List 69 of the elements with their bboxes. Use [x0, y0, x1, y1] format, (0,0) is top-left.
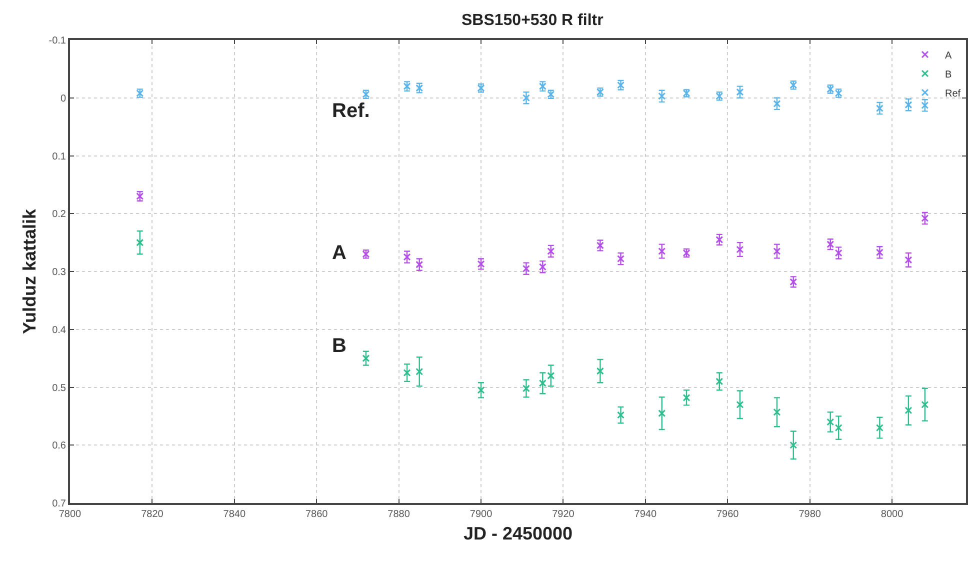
point	[736, 246, 744, 254]
point	[921, 400, 929, 408]
point	[658, 92, 666, 100]
point	[921, 214, 929, 222]
y-tick-label: 0	[60, 93, 66, 104]
point	[362, 354, 370, 362]
point	[617, 255, 624, 263]
x-axis-title: JD - 2450000	[463, 524, 573, 544]
point	[136, 238, 144, 246]
point	[547, 372, 555, 380]
point	[522, 264, 530, 272]
y-axis-title: Yulduz kattalik	[19, 208, 40, 334]
y-tick-label: 0.5	[52, 382, 66, 394]
x-tick-label: 7940	[634, 509, 657, 520]
point	[522, 384, 530, 392]
y-tick-label: -0.1	[48, 36, 66, 46]
point	[658, 247, 666, 255]
point	[416, 260, 424, 268]
point	[834, 424, 842, 432]
point	[904, 406, 912, 414]
point	[522, 94, 530, 102]
point	[876, 424, 884, 432]
point	[736, 88, 744, 96]
x-tick-label: 7920	[552, 509, 575, 520]
point	[617, 411, 624, 419]
y-tick-label: 0.2	[52, 209, 66, 220]
point	[773, 247, 781, 255]
point	[876, 248, 884, 256]
y-tick-label: 0.7	[52, 498, 66, 510]
point	[538, 263, 546, 271]
x-tick-label: 7900	[470, 509, 493, 520]
annotation: B	[332, 335, 346, 357]
legend-label: Ref	[945, 88, 961, 100]
y-tick-label: 0.3	[52, 267, 66, 278]
x-tick-label: 7980	[798, 509, 822, 520]
point	[547, 247, 555, 255]
point	[403, 369, 411, 377]
point	[921, 102, 929, 110]
point	[790, 441, 798, 449]
point	[403, 253, 411, 261]
x-tick-label: 7800	[58, 509, 82, 520]
x-tick-label: 7880	[388, 509, 410, 520]
point	[773, 100, 781, 108]
point	[416, 368, 424, 376]
x-tick-label: 7820	[141, 509, 164, 520]
x-tick-label: 7840	[223, 509, 246, 520]
legend-label: A	[945, 50, 952, 62]
y-tick-label: 0.4	[52, 324, 66, 336]
point	[658, 410, 666, 418]
legend-label: B	[945, 69, 952, 80]
point	[596, 367, 604, 375]
point	[834, 249, 842, 257]
chart-title: SBS150+530 R filtr	[461, 12, 604, 30]
point	[773, 408, 781, 416]
point	[904, 101, 912, 109]
point	[716, 378, 724, 386]
point	[477, 386, 485, 394]
annotation: A	[332, 242, 346, 264]
annotation: Ref.	[332, 100, 370, 122]
x-tick-label: 8000	[880, 509, 904, 520]
point	[904, 256, 912, 264]
point	[876, 104, 884, 112]
y-tick-label: 0.1	[52, 151, 66, 162]
point	[682, 394, 690, 402]
x-tick-label: 7860	[305, 509, 328, 520]
x-tick-label: 7960	[716, 509, 740, 520]
y-tick-label: 0.6	[52, 440, 66, 452]
point	[826, 418, 834, 426]
point	[736, 400, 744, 408]
